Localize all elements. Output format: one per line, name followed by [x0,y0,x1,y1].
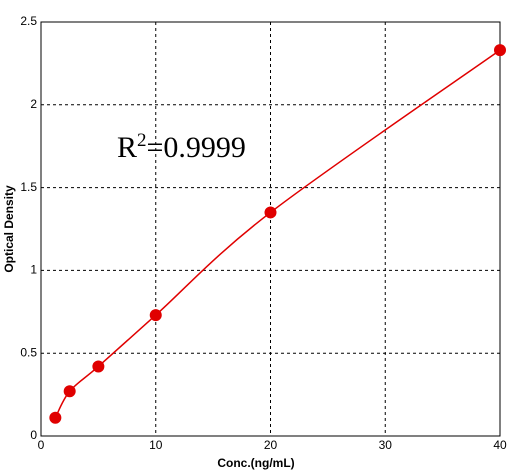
point [92,360,105,373]
x-tick-label: 20 [264,438,278,452]
x-tick-label: 10 [149,438,163,452]
y-tick-label: 2 [30,97,37,111]
point [149,309,162,322]
point [63,385,76,398]
x-tick-label: 0 [38,438,45,452]
plot-frame [40,21,501,437]
annotation: R2=0.9999 [117,130,246,164]
point [264,206,277,219]
y-tick-label: 1 [30,263,37,277]
x-tick-label: 30 [379,438,393,452]
annotation-sup: 2 [137,130,147,151]
x-tick-label: 40 [493,438,507,452]
annotation-rest: =0.9999 [147,131,246,164]
annotation-base: R [117,131,137,164]
point [494,44,506,57]
y-tick-label: 2.5 [20,14,37,28]
y-tick-label: 1.5 [20,180,37,194]
y-axis-label: Optical Density [2,185,16,273]
y-tick-label: 0.5 [20,345,37,359]
y-tick-label: 0 [30,428,37,442]
x-axis-label: Conc.(ng/mL) [217,456,294,470]
point [49,411,62,424]
